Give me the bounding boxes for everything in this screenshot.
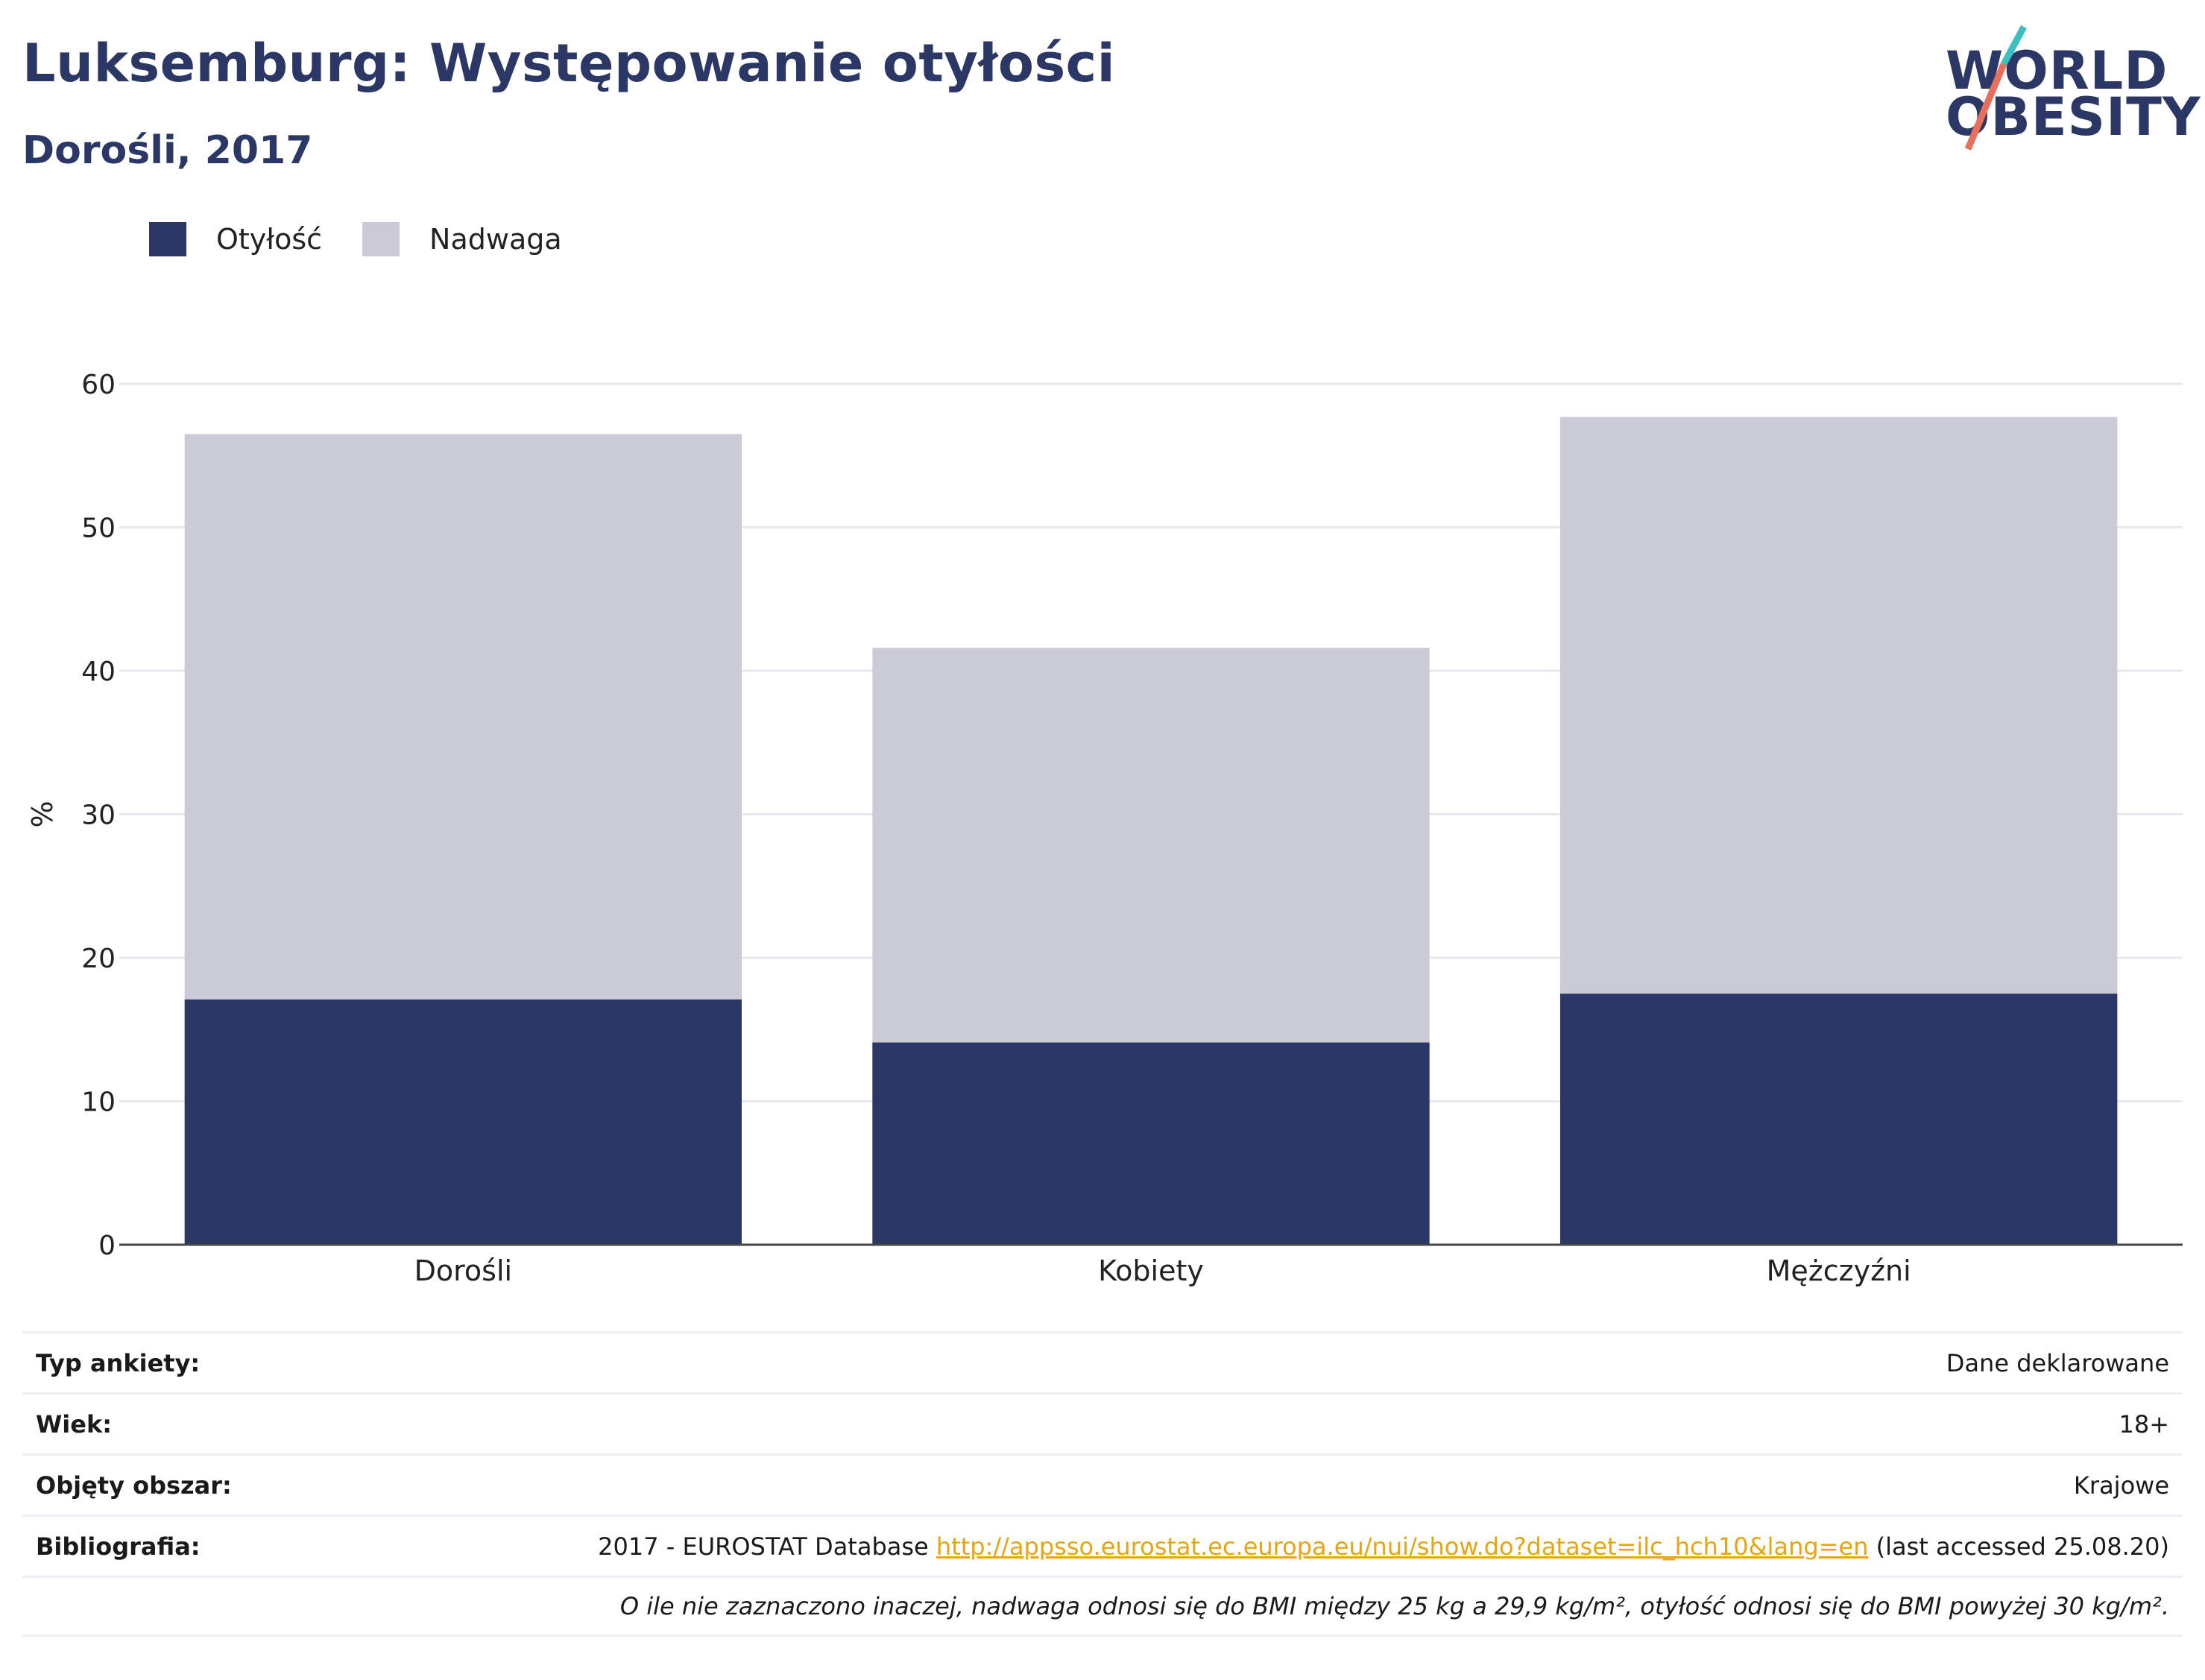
chart-title: Luksemburg: Występowanie otyłości [22, 33, 1116, 94]
y-tick-label: 20 [81, 944, 116, 974]
info-row-bibliography: Bibliografia: 2017 - EUROSTAT Database h… [22, 1515, 2183, 1576]
y-axis-label: % [26, 800, 59, 827]
x-tick-label: Kobiety [1098, 1254, 1204, 1287]
bar-obesity[interactable] [184, 999, 742, 1245]
info-label: Objęty obszar: [36, 1471, 232, 1500]
y-tick-label: 50 [81, 514, 116, 544]
world-obesity-logo: WORLD OBESITY [1946, 22, 2201, 157]
y-tick-label: 60 [81, 370, 116, 400]
legend-label-obesity: Otyłość [216, 223, 323, 256]
info-label: Wiek: [36, 1409, 113, 1439]
info-row-survey-type: Typ ankiety: Dane deklarowane [22, 1331, 2183, 1392]
bar-obesity[interactable] [1559, 994, 2118, 1245]
info-label: Typ ankiety: [36, 1348, 201, 1377]
legend-item-overweight[interactable]: Nadwaga [362, 222, 562, 256]
bar-chart: 0 10 20 30 40 50 60% Dorośli Kobiety Mężczyźni [26, 370, 2183, 1287]
y-tick-label: 10 [81, 1087, 116, 1118]
bibliography-value: 2017 - EUROSTAT Database http://appsso.e… [598, 1532, 2169, 1561]
bar-overweight[interactable] [184, 434, 742, 1000]
legend-label-overweight: Nadwaga [429, 223, 562, 256]
info-table: Typ ankiety: Dane deklarowane Wiek: 18+ … [22, 1331, 2183, 1637]
info-label: Bibliografia: [36, 1532, 201, 1561]
info-value: 18+ [2119, 1409, 2169, 1439]
info-row-area: Objęty obszar: Krajowe [22, 1453, 2183, 1515]
bibliography-link[interactable]: http://appsso.eurostat.ec.europa.eu/nui/… [936, 1532, 1869, 1561]
info-row-note: O ile nie zaznaczono inaczej, nadwaga od… [22, 1576, 2183, 1637]
x-tick-label: Mężczyźni [1767, 1254, 1911, 1287]
chart-legend: Otyłość Nadwaga [149, 222, 602, 256]
legend-swatch-overweight [362, 222, 400, 256]
bibliography-prefix: 2017 - EUROSTAT Database [598, 1532, 936, 1561]
bibliography-suffix: (last accessed 25.08.20) [1868, 1532, 2169, 1561]
info-row-age: Wiek: 18+ [22, 1392, 2183, 1453]
legend-item-obesity[interactable]: Otyłość [149, 222, 322, 256]
bar-obesity[interactable] [872, 1042, 1430, 1245]
bar-overweight[interactable] [872, 648, 1430, 1043]
bar-overweight[interactable] [1559, 417, 2118, 994]
legend-swatch-obesity [149, 222, 186, 256]
info-value: Krajowe [2073, 1471, 2169, 1500]
definition-note: O ile nie zaznaczono inaczej, nadwaga od… [619, 1592, 2169, 1620]
chart-subtitle: Dorośli, 2017 [22, 128, 313, 173]
logo-line-1: WORLD [1946, 40, 2168, 101]
y-tick-label: 0 [98, 1231, 116, 1261]
info-value: Dane deklarowane [1946, 1348, 2169, 1377]
logo-slash-icon [1964, 25, 2027, 151]
y-tick-label: 30 [81, 800, 116, 831]
y-tick-label: 40 [81, 657, 116, 687]
x-tick-label: Dorośli [414, 1254, 512, 1287]
